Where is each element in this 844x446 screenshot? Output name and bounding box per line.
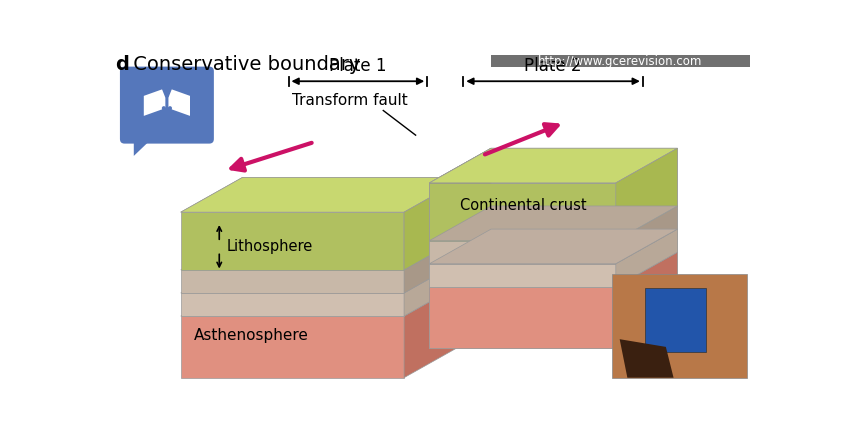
Text: Asthenosphere: Asthenosphere (194, 328, 309, 343)
Polygon shape (616, 252, 678, 348)
Polygon shape (430, 241, 616, 264)
Polygon shape (430, 252, 678, 287)
Polygon shape (181, 316, 404, 378)
Polygon shape (181, 270, 404, 293)
Polygon shape (181, 293, 404, 316)
Text: Lithosphere: Lithosphere (227, 240, 313, 254)
Polygon shape (430, 148, 491, 348)
Polygon shape (430, 183, 616, 241)
Text: Plate 2: Plate 2 (524, 57, 582, 75)
Polygon shape (404, 281, 466, 378)
Polygon shape (616, 229, 678, 287)
FancyBboxPatch shape (612, 274, 747, 378)
Text: Plate 1: Plate 1 (329, 57, 387, 75)
Polygon shape (430, 148, 491, 241)
FancyBboxPatch shape (645, 288, 706, 352)
Polygon shape (616, 206, 678, 264)
Polygon shape (181, 235, 466, 270)
Polygon shape (430, 287, 616, 348)
Text: Conservative boundary: Conservative boundary (127, 55, 360, 74)
Polygon shape (404, 258, 466, 316)
Polygon shape (430, 206, 491, 264)
Polygon shape (181, 212, 404, 270)
Polygon shape (430, 229, 491, 287)
Polygon shape (616, 229, 678, 287)
Polygon shape (181, 281, 466, 316)
Polygon shape (430, 206, 678, 241)
Polygon shape (430, 287, 616, 348)
Polygon shape (181, 258, 466, 293)
Polygon shape (430, 264, 616, 287)
FancyBboxPatch shape (120, 66, 214, 144)
FancyBboxPatch shape (491, 55, 749, 67)
Polygon shape (430, 183, 616, 241)
Text: http://www.gcerevision.com: http://www.gcerevision.com (538, 55, 702, 68)
Polygon shape (616, 148, 678, 241)
Polygon shape (430, 241, 616, 264)
Polygon shape (143, 88, 165, 116)
Polygon shape (430, 229, 678, 264)
Polygon shape (619, 339, 674, 378)
Polygon shape (181, 178, 466, 212)
Polygon shape (404, 235, 466, 293)
Polygon shape (181, 178, 466, 212)
Polygon shape (430, 148, 678, 183)
Polygon shape (616, 206, 678, 264)
Polygon shape (404, 178, 466, 270)
Polygon shape (430, 148, 678, 183)
Polygon shape (616, 252, 678, 348)
Polygon shape (430, 229, 678, 264)
Text: d: d (116, 55, 129, 74)
Polygon shape (616, 148, 678, 241)
Polygon shape (430, 264, 616, 287)
Polygon shape (430, 252, 678, 287)
Text: Transform fault: Transform fault (292, 93, 408, 108)
Polygon shape (134, 139, 152, 156)
Polygon shape (430, 252, 491, 348)
Text: Continental crust: Continental crust (460, 198, 587, 214)
Polygon shape (169, 88, 190, 116)
Polygon shape (430, 206, 678, 241)
Polygon shape (404, 178, 466, 270)
